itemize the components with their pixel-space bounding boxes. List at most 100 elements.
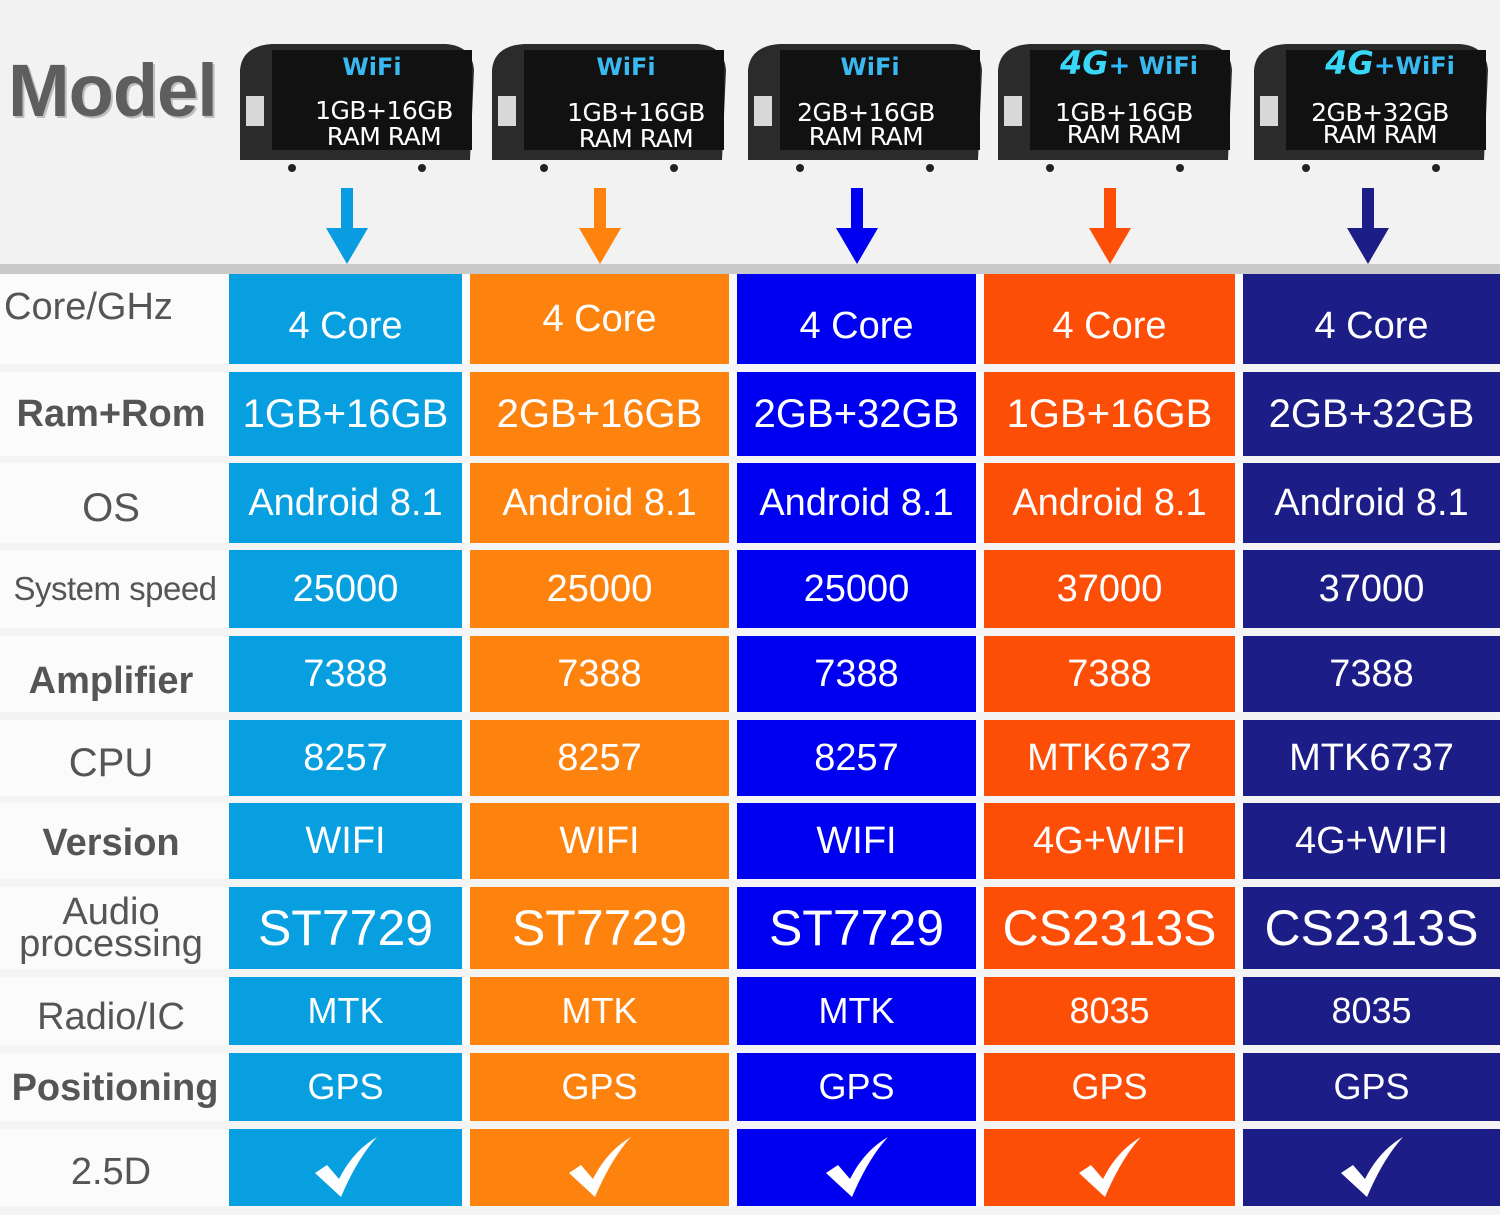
arrow-shaft — [851, 188, 863, 234]
row-label-version: Version — [42, 822, 180, 864]
cell-amp-3: 7388 — [737, 636, 976, 712]
arrow-down-icon — [326, 188, 368, 264]
cell-ramrom-5: 2GB+32GB — [1243, 372, 1500, 456]
cell-2-5d-5 — [1243, 1129, 1500, 1206]
cell-radio-2: MTK — [470, 977, 729, 1045]
row-label-system-speed: System speed — [13, 570, 217, 607]
arrow-shaft — [594, 188, 606, 234]
arrow-down-icon — [836, 188, 878, 264]
checkmark-icon — [1340, 1136, 1403, 1197]
cell-version-1: WIFI — [229, 803, 462, 879]
device-ram-rom: 2GB+16GB — [797, 98, 935, 127]
cell-speed-3: 25000 — [737, 550, 976, 628]
cell-ramrom-3: 2GB+32GB — [737, 372, 976, 456]
device-image-3: WiFi 2GB+16GB RAM RAM — [740, 40, 984, 172]
device-ram-label: RAM RAM — [1066, 120, 1182, 149]
cell-core-2: 4 Core — [470, 274, 729, 364]
cell-amp-2: 7388 — [470, 636, 729, 712]
row-label-cpu: CPU — [68, 741, 154, 785]
head-unit-icon — [748, 44, 982, 172]
row-label-core: Core/GHz — [4, 286, 173, 328]
cell-2-5d-1 — [229, 1129, 462, 1206]
plus-sign: + — [1373, 51, 1396, 81]
cell-amp-5: 7388 — [1243, 636, 1500, 712]
cell-speed-1: 25000 — [229, 550, 462, 628]
arrow-shaft — [1104, 188, 1116, 234]
cell-os-5: Android 8.1 — [1243, 463, 1500, 543]
row-label-audio-processing: Audio processing — [0, 887, 222, 969]
cell-speed-2: 25000 — [470, 550, 729, 628]
cell-cpu-5: MTK6737 — [1243, 720, 1500, 796]
cell-version-3: WIFI — [737, 803, 976, 879]
device-image-1: WiFi 1GB+16GB RAM RAM — [232, 40, 476, 172]
device-ram-label: RAM RAM — [326, 122, 442, 151]
cell-audio-1: ST7729 — [229, 887, 462, 969]
cell-radio-5: 8035 — [1243, 977, 1500, 1045]
header: Model WiFi 1GB+16GB RAM RAM WiFi 1GB+16G… — [0, 0, 1500, 264]
row-label-ram-rom: Ram+Rom — [16, 393, 206, 435]
arrow-down-icon — [1089, 188, 1131, 264]
header-divider — [0, 264, 1500, 274]
cell-version-4: 4G+WIFI — [984, 803, 1235, 879]
device-ram-rom: 1GB+16GB — [315, 96, 453, 125]
4g-label: 4G — [1059, 44, 1109, 82]
row-label-audio-line2: processing — [19, 923, 203, 965]
page-title: Model — [8, 49, 218, 132]
checkmark-icon — [314, 1136, 377, 1197]
cell-cpu-1: 8257 — [229, 720, 462, 796]
cell-positioning-2: GPS — [470, 1053, 729, 1121]
cell-os-3: Android 8.1 — [737, 463, 976, 543]
cell-core-1: 4 Core — [229, 274, 462, 364]
head-unit-icon — [998, 44, 1232, 172]
cell-positioning-1: GPS — [229, 1053, 462, 1121]
cell-positioning-3: GPS — [737, 1053, 976, 1121]
cell-os-1: Android 8.1 — [229, 463, 462, 543]
checkmark-icon — [568, 1136, 631, 1197]
cell-cpu-2: 8257 — [470, 720, 729, 796]
wifi-badge: WiFi — [342, 53, 402, 81]
checkmark-icon — [1078, 1136, 1141, 1197]
cell-2-5d-2 — [470, 1129, 729, 1206]
cell-core-4: 4 Core — [984, 274, 1235, 364]
cell-audio-3: ST7729 — [737, 887, 976, 969]
cell-positioning-5: GPS — [1243, 1053, 1500, 1121]
cell-amp-4: 7388 — [984, 636, 1235, 712]
cell-audio-5: CS2313S — [1243, 887, 1500, 969]
device-ram-label: RAM RAM — [808, 122, 924, 151]
arrow-head — [1347, 228, 1389, 264]
device-image-2: WiFi 1GB+16GB RAM RAM — [484, 40, 728, 172]
cell-audio-4: CS2313S — [984, 887, 1235, 969]
cell-positioning-4: GPS — [984, 1053, 1235, 1121]
plus-sign: + — [1108, 51, 1131, 81]
device-image-4: 4G+ WiFi 1GB+16GB RAM RAM — [990, 40, 1234, 172]
wifi-badge: WiFi — [840, 53, 900, 81]
cell-os-4: Android 8.1 — [984, 463, 1235, 543]
cell-2-5d-3 — [737, 1129, 976, 1206]
wifi-label: WiFi — [1395, 52, 1455, 80]
wifi-badge: WiFi — [596, 53, 656, 81]
cell-2-5d-4 — [984, 1129, 1235, 1206]
row-label-audio-line1: Audio — [62, 891, 160, 933]
arrow-down-icon — [1347, 188, 1389, 264]
cell-radio-4: 8035 — [984, 977, 1235, 1045]
4g-wifi-badge: 4G+WiFi — [1300, 47, 1480, 81]
device-ram-label: RAM RAM — [1322, 120, 1438, 149]
row-label-2-5d: 2.5D — [70, 1151, 152, 1193]
device-ram-label: RAM RAM — [578, 124, 694, 153]
arrow-head — [1089, 228, 1131, 264]
cell-speed-4: 37000 — [984, 550, 1235, 628]
device-ram-rom: 1GB+16GB — [567, 98, 705, 127]
arrow-head — [836, 228, 878, 264]
device-ram-rom: 1GB+16GB — [1055, 98, 1193, 127]
head-unit-icon — [1254, 44, 1488, 172]
arrow-head — [326, 228, 368, 264]
head-unit-icon — [240, 44, 474, 172]
row-label-amplifier: Amplifier — [28, 660, 194, 702]
cell-core-3: 4 Core — [737, 274, 976, 364]
head-unit-icon — [492, 44, 726, 172]
cell-ramrom-2: 2GB+16GB — [470, 372, 729, 456]
cell-speed-5: 37000 — [1243, 550, 1500, 628]
cell-amp-1: 7388 — [229, 636, 462, 712]
4g-label: 4G — [1325, 44, 1374, 82]
cell-version-5: 4G+WIFI — [1243, 803, 1500, 879]
